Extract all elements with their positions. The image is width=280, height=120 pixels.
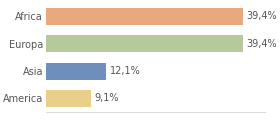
Text: 39,4%: 39,4%	[246, 11, 277, 21]
Text: 39,4%: 39,4%	[246, 39, 277, 49]
Text: 12,1%: 12,1%	[109, 66, 140, 76]
Bar	[46, 90, 91, 107]
Bar	[46, 8, 243, 25]
Bar	[46, 35, 243, 52]
Bar	[46, 63, 106, 80]
Text: 9,1%: 9,1%	[94, 93, 119, 103]
